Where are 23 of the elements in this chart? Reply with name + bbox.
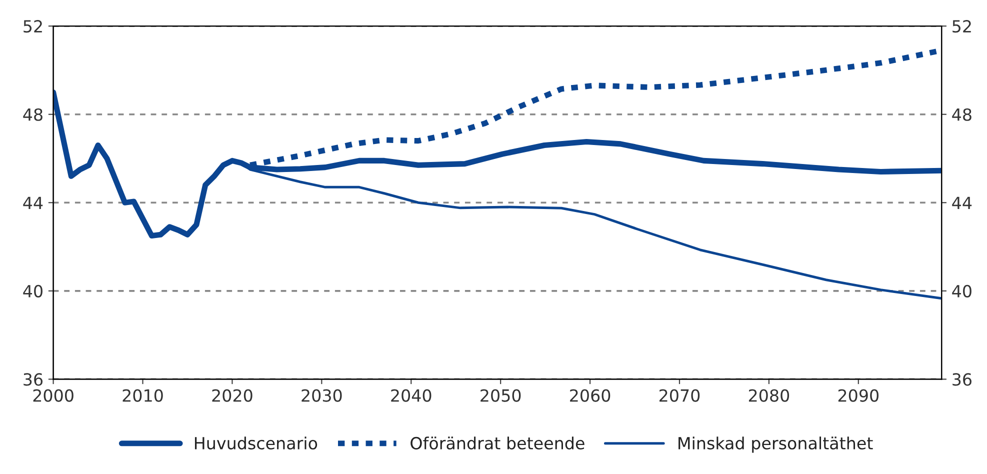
y-tick-label: 40 <box>23 284 42 298</box>
y2-tick-label: 40 <box>952 284 972 298</box>
y2-tick-label: 44 <box>952 196 972 209</box>
x-tick-label: 2010 <box>122 389 163 402</box>
x-tick-label: 2050 <box>480 389 521 402</box>
legend-label: Minskad personaltäthet <box>678 436 873 453</box>
y-tick-label: 36 <box>24 373 43 386</box>
x-tick-label: 2040 <box>391 389 432 402</box>
x-tick-label: 2000 <box>33 389 74 402</box>
x-tick-label: 2080 <box>748 389 790 402</box>
y2-tick-label: 52 <box>952 20 971 33</box>
legend-label: Huvudscenario <box>194 436 318 450</box>
x-tick-label: 2070 <box>660 389 700 402</box>
x-tick-label: 2060 <box>570 389 610 402</box>
y-tick-label: 44 <box>23 196 43 209</box>
y2-tick-label: 48 <box>952 108 972 121</box>
y-tick-label: 48 <box>23 108 42 121</box>
y2-tick-label: 36 <box>952 373 972 386</box>
y-tick-label: 52 <box>24 20 42 33</box>
legend-label: Oförändrat beteende <box>410 436 584 450</box>
x-tick-label: 2030 <box>302 389 342 402</box>
x-tick-label: 2090 <box>838 389 879 402</box>
x-tick-label: 2020 <box>212 389 252 402</box>
